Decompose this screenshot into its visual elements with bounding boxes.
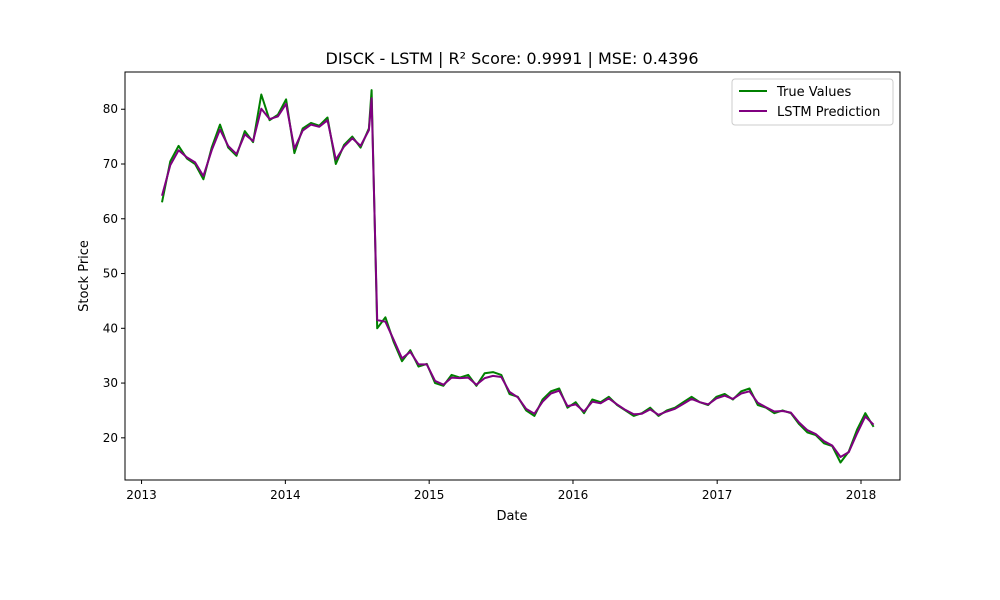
series-line-lstm-prediction (161, 97, 875, 458)
y-tick-label: 80 (103, 102, 118, 116)
x-tick-label: 2013 (126, 488, 157, 502)
plot-frame (124, 71, 901, 481)
y-axis-label: Stock Price (77, 240, 92, 312)
legend: True Values LSTM Prediction (731, 78, 894, 126)
x-tick-label: 2015 (414, 488, 445, 502)
x-tick-label: 2017 (702, 488, 733, 502)
legend-box (731, 78, 894, 126)
x-tick-label: 2018 (846, 488, 877, 502)
y-tick-label: 60 (103, 212, 118, 226)
y-tick-label: 30 (103, 376, 118, 390)
legend-label-true-values: True Values (776, 85, 851, 100)
ticks-layer: 2013 2014 2015 2016 2017 2018 20 30 40 50 60 70 80 (103, 102, 877, 502)
x-tick-label: 2016 (558, 488, 589, 502)
x-tick-label: 2014 (270, 488, 301, 502)
y-tick-label: 70 (103, 157, 118, 171)
legend-label-lstm-prediction: LSTM Prediction (777, 105, 880, 120)
chart-title: DISCK - LSTM | R² Score: 0.9991 | MSE: 0… (326, 49, 699, 68)
x-axis-label: Date (496, 509, 527, 524)
y-tick-label: 20 (103, 431, 118, 445)
series-layer (161, 89, 875, 464)
y-tick-label: 40 (103, 321, 118, 335)
y-tick-label: 50 (103, 267, 118, 281)
